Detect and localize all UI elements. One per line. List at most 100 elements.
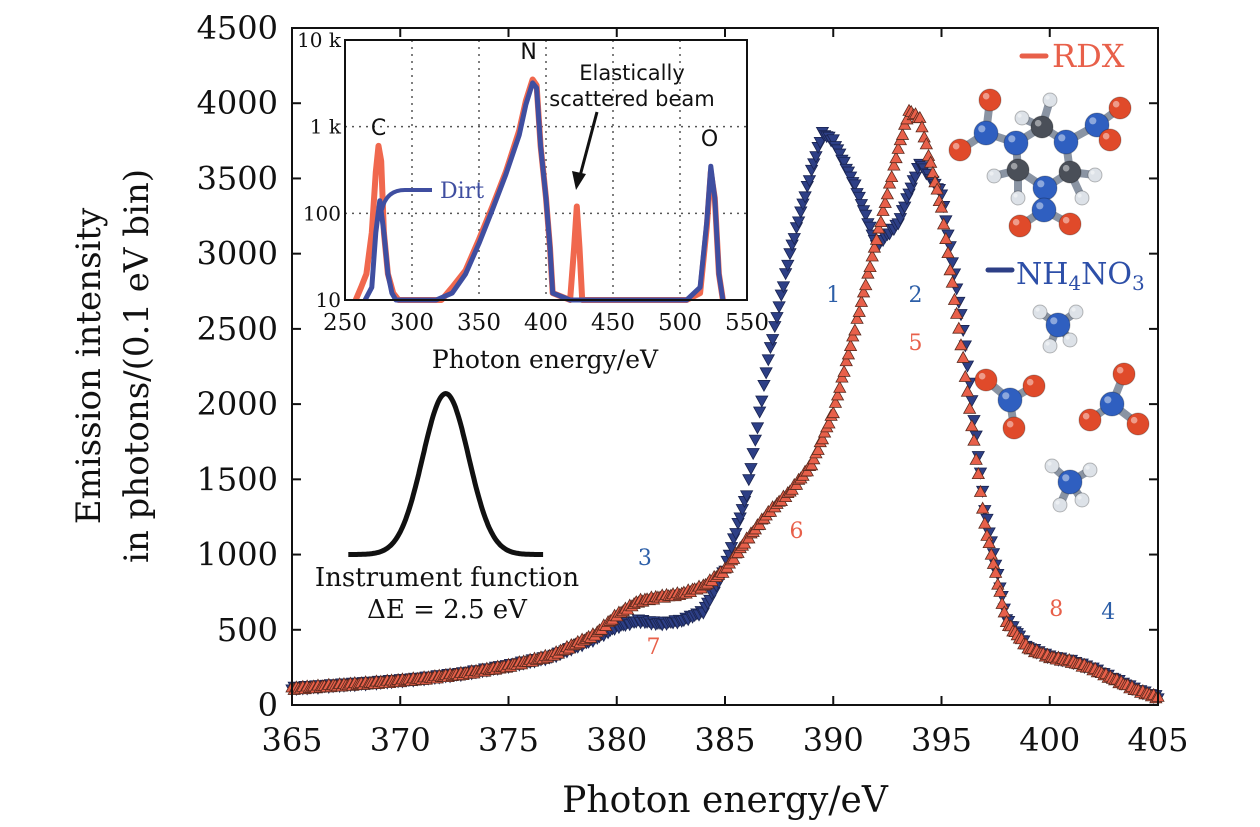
instrument-function-curve	[348, 391, 544, 557]
data-point	[969, 452, 983, 465]
inset-x-tick-label: 500	[658, 310, 702, 336]
molecule-atom	[1003, 130, 1029, 156]
atom-highlight	[1062, 164, 1070, 172]
x-tick-label: 390	[803, 721, 864, 759]
data-point	[757, 380, 771, 393]
molecule-atom	[1074, 492, 1090, 508]
atom-highlight	[1002, 392, 1010, 400]
data-point	[791, 216, 806, 229]
beam-arrow-head	[572, 171, 586, 190]
data-point	[971, 467, 985, 480]
atom-highlight	[978, 125, 986, 133]
data-point	[923, 155, 938, 168]
rdx-molecule-icon	[948, 88, 1132, 238]
molecule-atom	[1022, 374, 1046, 398]
data-point	[826, 406, 840, 419]
molecule-atom	[1031, 197, 1057, 223]
atom-highlight	[1085, 465, 1090, 470]
ammonium-molecule-icon	[1044, 458, 1098, 513]
atom-highlight	[1082, 412, 1090, 420]
data-point	[982, 535, 996, 549]
data-point	[952, 321, 966, 334]
ammonium-molecule-icon	[1032, 304, 1084, 354]
inset-axis-ticks: 250 300 350 400 450 500 550 10 100 1 k 10 k	[297, 28, 769, 336]
data-point	[833, 148, 847, 161]
atom-highlight	[1012, 218, 1020, 226]
molecule-atom	[1126, 412, 1150, 436]
molecule-atom	[986, 168, 1002, 184]
data-point	[850, 311, 864, 324]
molecule-atom	[1057, 469, 1083, 495]
molecule-atom	[1068, 304, 1084, 320]
molecule-atom	[1044, 458, 1060, 474]
y-tick-label: 3000	[197, 235, 278, 273]
data-point	[839, 354, 853, 367]
y-tick-label: 0	[258, 686, 278, 724]
molecule-atom	[1014, 110, 1030, 126]
data-point	[783, 248, 797, 261]
molecule-atom	[1010, 190, 1026, 206]
beam-arrow-line	[578, 111, 599, 177]
data-point	[965, 395, 979, 408]
data-point	[733, 512, 747, 525]
data-point	[776, 281, 791, 294]
data-point	[856, 285, 871, 298]
data-point	[811, 442, 825, 455]
inset-x-tick-label: 250	[323, 310, 367, 336]
data-point	[774, 289, 788, 302]
molecule-atom	[1002, 416, 1026, 440]
y-axis-title-line2: in photons/(0.1 eV bin)	[117, 169, 157, 563]
data-point	[917, 130, 931, 143]
molecule-atom	[973, 120, 999, 146]
data-point	[729, 528, 743, 541]
data-point	[852, 191, 866, 204]
data-point	[945, 275, 960, 288]
atom-highlight	[1013, 193, 1018, 198]
data-point	[936, 217, 951, 230]
dirt-label: Dirt	[440, 179, 484, 204]
atom-highlight	[1112, 100, 1120, 108]
atom-highlight	[1077, 495, 1082, 500]
data-point	[956, 350, 970, 363]
peak-label: 5	[909, 331, 923, 356]
legend-nh4no3-part2: NO	[1081, 257, 1132, 292]
data-point	[893, 213, 908, 226]
inset-element-labels: C N O	[371, 40, 718, 152]
atom-highlight	[1036, 202, 1044, 210]
x-tick-label: 385	[694, 721, 755, 759]
atom-highlight	[1017, 113, 1022, 118]
data-point	[804, 164, 819, 177]
molecule-atom	[1108, 96, 1132, 120]
molecule-atom	[1058, 160, 1082, 184]
peak-label: 4	[1101, 600, 1115, 625]
x-tick-label: 395	[911, 721, 972, 759]
molecule-atom	[1112, 362, 1136, 386]
molecule-atom	[1032, 304, 1048, 320]
data-point	[919, 137, 934, 150]
data-point	[967, 433, 981, 446]
data-point	[885, 169, 899, 182]
data-point	[954, 338, 968, 351]
data-point	[861, 266, 875, 279]
data-point	[993, 584, 1007, 597]
data-point	[913, 110, 927, 123]
data-point	[809, 151, 823, 164]
data-point	[794, 206, 808, 219]
atom-highlight	[982, 92, 990, 100]
data-point	[934, 200, 949, 213]
data-point	[768, 321, 782, 334]
y-tick-label: 500	[217, 611, 278, 649]
data-point	[735, 504, 749, 517]
main-chart: 365 370 375 380 385 390 395 400 4050500100015002…	[69, 9, 1189, 821]
data-point	[973, 484, 988, 497]
atom-highlight	[1090, 170, 1095, 175]
peak-label: 6	[789, 519, 803, 544]
atom-highlight	[1045, 95, 1050, 100]
peak-label: 2	[909, 283, 923, 308]
inset-y-tick-label: 10 k	[297, 28, 342, 52]
peak-label: 7	[647, 635, 661, 660]
molecule-atom	[1078, 408, 1102, 432]
atom-highlight	[1047, 461, 1052, 466]
inset-grid	[345, 40, 747, 300]
data-point	[813, 136, 827, 150]
